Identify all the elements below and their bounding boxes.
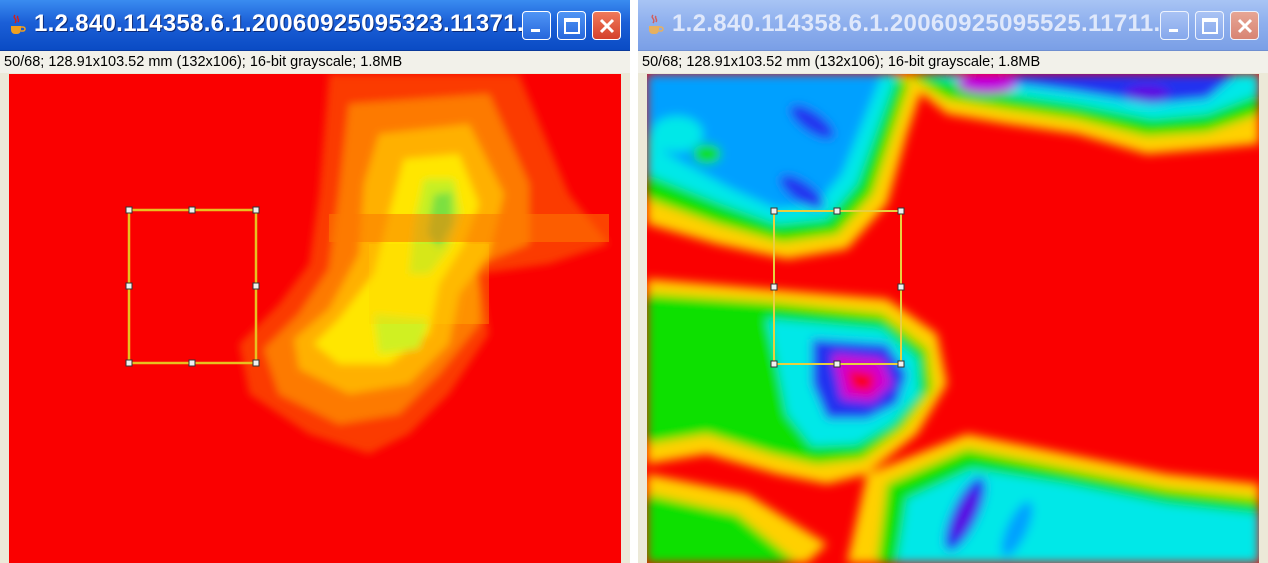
image-info-status: 50/68; 128.91x103.52 mm (132x106); 16-bi… <box>0 51 630 73</box>
close-button[interactable] <box>592 11 621 40</box>
title-bar[interactable]: 1.2.840.114358.6.1.20060925095525.11711.… <box>638 0 1268 51</box>
window-title: 1.2.840.114358.6.1.20060925095323.11371.… <box>34 10 538 37</box>
image-info-status: 50/68; 128.91x103.52 mm (132x106); 16-bi… <box>638 51 1268 73</box>
window-gap <box>630 0 638 563</box>
maximize-icon <box>1202 18 1218 34</box>
close-icon <box>1237 18 1253 34</box>
minimize-button[interactable] <box>522 11 551 40</box>
maximize-button[interactable] <box>557 11 586 40</box>
maximize-button[interactable] <box>1195 11 1224 40</box>
roi-rectangle[interactable] <box>125 206 260 367</box>
close-button[interactable] <box>1230 11 1259 40</box>
close-icon <box>599 18 615 34</box>
image-window-right[interactable]: 1.2.840.114358.6.1.20060925095525.11711.… <box>638 0 1268 563</box>
image-canvas[interactable] <box>9 74 621 563</box>
minimize-button[interactable] <box>1160 11 1189 40</box>
java-cup-icon <box>11 14 26 34</box>
image-window-left[interactable]: 1.2.840.114358.6.1.20060925095323.11371.… <box>0 0 630 563</box>
title-bar[interactable]: 1.2.840.114358.6.1.20060925095323.11371.… <box>0 0 630 51</box>
window-title: 1.2.840.114358.6.1.20060925095525.11711.… <box>672 10 1175 37</box>
heatmap-image <box>9 74 621 563</box>
heatmap-image <box>647 74 1259 563</box>
image-canvas[interactable] <box>647 74 1259 563</box>
roi-rectangle[interactable] <box>770 207 905 368</box>
java-cup-icon <box>649 14 664 34</box>
minimize-icon <box>531 29 540 32</box>
minimize-icon <box>1169 29 1178 32</box>
maximize-icon <box>564 18 580 34</box>
